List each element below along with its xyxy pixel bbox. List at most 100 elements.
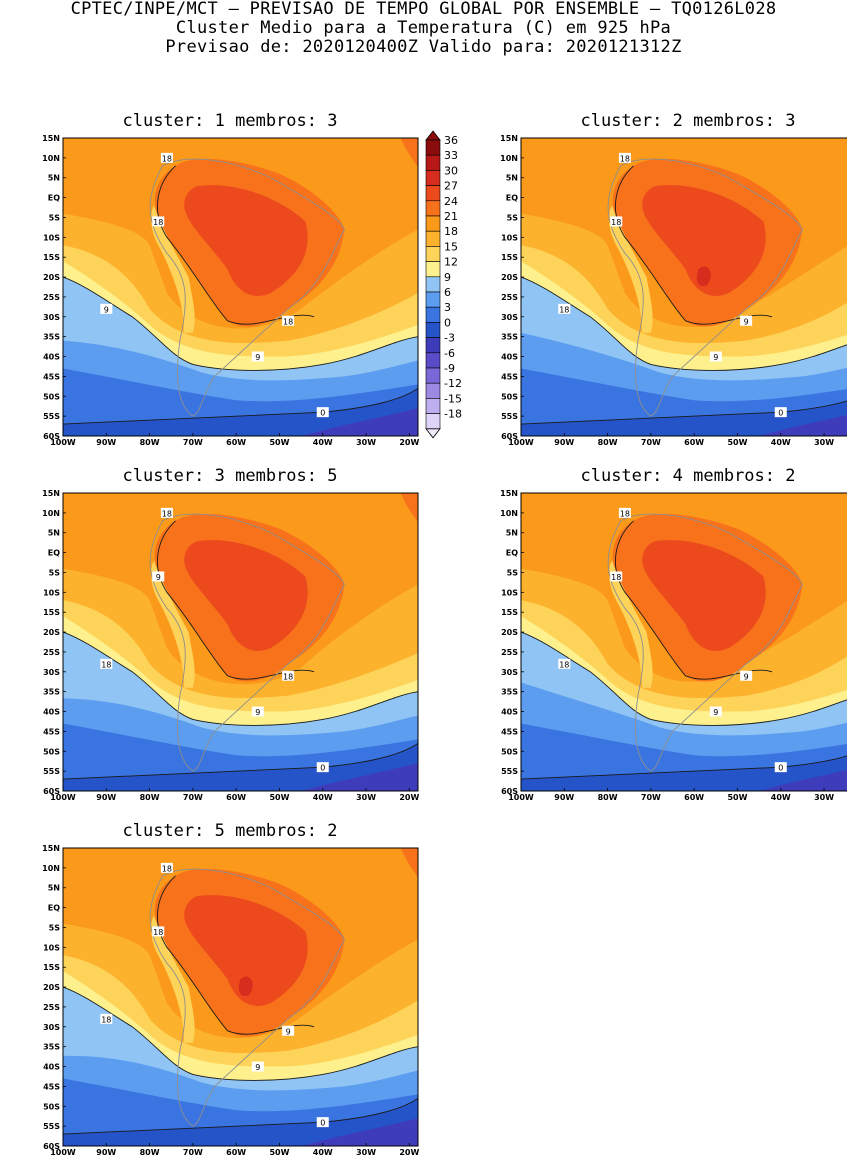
latitude-tick-label: 50S <box>43 1102 60 1111</box>
colorbar-swatch <box>425 139 441 156</box>
contour-label: 9 <box>104 305 109 314</box>
cluster-label: cluster: <box>580 466 663 486</box>
contour-line <box>157 520 315 680</box>
temperature-band <box>400 138 418 174</box>
longitude-tick-label: 80W <box>598 438 618 447</box>
latitude-tick-label: 50S <box>43 392 60 401</box>
figure-header: CPTEC/INPE/MCT – PREVISAO DE TEMPO GLOBA… <box>0 0 847 57</box>
contour-line <box>615 520 773 680</box>
contour-line <box>63 742 418 780</box>
coastline <box>607 158 803 417</box>
latitude-tick-label: 15S <box>501 253 518 262</box>
cluster-label: cluster: <box>122 821 205 841</box>
latitude-tick-label: 15S <box>43 963 60 972</box>
contour-label-box <box>740 670 753 681</box>
contour-label: 0 <box>320 1119 325 1128</box>
colorbar-label: 30 <box>444 164 458 177</box>
temperature-map: 18 18 18 9 9 0 15N 10N 5N EQ 5S 10S 15S 20S 25S 30S 35S 4… <box>42 844 419 1157</box>
colorbar-swatch <box>425 246 441 262</box>
contour-label-box <box>740 315 753 326</box>
temperature-band <box>63 1098 418 1146</box>
contour-label: 18 <box>559 305 569 314</box>
latitude-tick-label: 20S <box>43 628 60 637</box>
latitude-tick-label: 5N <box>48 884 60 893</box>
panel-title: cluster: 3 membros: 5 <box>30 467 430 485</box>
contour-label-box <box>316 407 329 418</box>
colorbar-label: 18 <box>444 225 458 238</box>
latitude-tick-label: 45S <box>501 372 518 381</box>
temperature-band <box>696 266 711 287</box>
colorbar-swatch <box>425 337 441 354</box>
latitude-tick-label: 20S <box>43 983 60 992</box>
temperature-band <box>759 415 847 436</box>
contour-label: 18 <box>620 154 630 163</box>
cluster-number: 2 <box>672 111 683 131</box>
longitude-tick-label: 70W <box>183 793 203 802</box>
contour-label: 18 <box>611 573 621 582</box>
longitude-tick-label: 40W <box>313 1148 333 1157</box>
latitude-tick-label: 15S <box>43 608 60 617</box>
longitude-tick-label: 30W <box>356 1148 376 1157</box>
longitude-tick-label: 30W <box>356 793 376 802</box>
colorbar-label: 15 <box>444 240 458 253</box>
latitude-tick-label: 25S <box>43 1003 60 1012</box>
contour-label: 9 <box>255 1063 260 1072</box>
latitude-tick-label: 30S <box>43 313 60 322</box>
longitude-tick-label: 70W <box>641 438 661 447</box>
colorbar-swatch <box>425 352 441 369</box>
temperature-band <box>521 755 847 791</box>
contour-label-box <box>100 658 113 669</box>
latitude-tick-label: 40S <box>43 353 60 362</box>
latitude-tick-label: 15N <box>42 489 60 498</box>
colorbar-swatch <box>425 306 441 323</box>
contour-label: 18 <box>620 509 630 518</box>
contour-label-box <box>282 1025 295 1036</box>
colorbar-label: 21 <box>444 210 458 223</box>
longitude-tick-label: 80W <box>140 793 160 802</box>
panel-title: cluster: 1 membros: 3 <box>30 112 430 130</box>
latitude-tick-label: 25S <box>43 293 60 302</box>
latitude-tick-label: 60S <box>501 432 518 441</box>
longitude-tick-label: 50W <box>269 438 289 447</box>
latitude-tick-label: 45S <box>43 372 60 381</box>
latitude-tick-label: 35S <box>501 688 518 697</box>
members-count: 5 <box>327 466 338 486</box>
longitude-tick-label: 90W <box>554 438 574 447</box>
colorbar-label: -9 <box>444 362 455 375</box>
contour-label: 9 <box>255 353 260 362</box>
panel-title: cluster: 2 membros: 3 <box>488 112 847 130</box>
longitude-tick-label: 40W <box>771 438 791 447</box>
colorbar-label: 24 <box>444 195 458 208</box>
colorbar-label: 12 <box>444 256 458 269</box>
contour-label-box <box>160 862 173 873</box>
latitude-tick-label: 45S <box>501 727 518 736</box>
colorbar-swatch <box>425 413 441 430</box>
contour-label-box <box>160 507 173 518</box>
contour-line <box>521 400 847 425</box>
longitude-tick-label: 70W <box>183 1148 203 1157</box>
colorbar-label: -15 <box>444 392 462 405</box>
members-count: 2 <box>327 821 338 841</box>
contour-label: 9 <box>713 353 718 362</box>
colorbar-label: 27 <box>444 180 458 193</box>
contour-label: 18 <box>162 154 172 163</box>
contour-label-box <box>709 706 722 717</box>
temperature-band <box>301 763 418 791</box>
longitude-tick-label: 60W <box>684 793 704 802</box>
colorbar-max-arrow <box>425 130 441 141</box>
longitude-tick-label: 60W <box>226 793 246 802</box>
latitude-tick-label: 15S <box>501 608 518 617</box>
colorbar-swatch <box>425 170 441 186</box>
longitude-tick-label: 20W <box>399 1148 419 1157</box>
contour-line <box>521 276 847 371</box>
cluster-number: 1 <box>214 111 225 131</box>
colorbar-label: 6 <box>444 286 451 299</box>
contour-label-box <box>152 926 165 937</box>
panel-title: cluster: 5 membros: 2 <box>30 822 430 840</box>
colorbar-label: -3 <box>444 332 455 345</box>
longitude-tick-label: 100W <box>50 1148 76 1157</box>
longitude-tick-label: 40W <box>771 793 791 802</box>
contour-label: 18 <box>101 1015 111 1024</box>
members-count: 2 <box>785 466 796 486</box>
latitude-tick-label: EQ <box>48 194 60 203</box>
